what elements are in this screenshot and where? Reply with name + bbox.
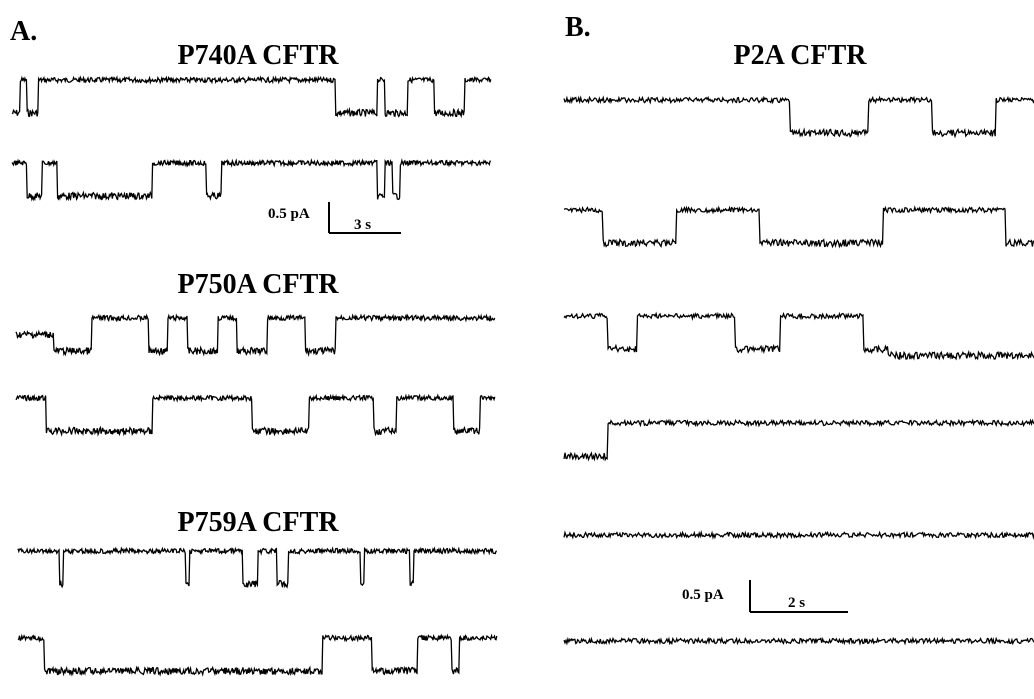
panel-b-letter: B. <box>565 12 591 43</box>
p740a-title: P740A CFTR <box>177 40 339 71</box>
p750a-title: P750A CFTR <box>177 269 339 300</box>
trace-1-1 <box>15 393 496 437</box>
trace-3-5 <box>563 636 1034 646</box>
trace-group-3 <box>563 95 1034 646</box>
scale-bar-b-time-label: 2 s <box>788 595 806 611</box>
trace-3-3 <box>563 418 1034 462</box>
trace-3-1 <box>563 205 1034 249</box>
scale-bar-a-current-label: 0.5 pA <box>268 206 310 222</box>
p2a-title: P2A CFTR <box>733 40 867 71</box>
trace-group-0 <box>11 75 492 202</box>
p759a-title: P759A CFTR <box>177 507 339 538</box>
trace-0-1 <box>11 158 491 202</box>
trace-0-0 <box>11 75 492 119</box>
trace-group-1 <box>15 313 496 437</box>
trace-3-2 <box>563 311 1034 361</box>
scale-bar-a-time-label: 3 s <box>354 217 372 233</box>
panel-a-letter: A. <box>10 16 38 47</box>
trace-2-0 <box>17 546 498 589</box>
trace-3-0 <box>563 95 1034 139</box>
trace-1-0 <box>15 313 496 357</box>
scale-bars <box>328 202 848 613</box>
scale-bar-b-current-label: 0.5 pA <box>682 587 724 603</box>
trace-2-1 <box>17 633 498 677</box>
trace-3-4 <box>563 529 1034 540</box>
trace-group-2 <box>17 546 498 677</box>
